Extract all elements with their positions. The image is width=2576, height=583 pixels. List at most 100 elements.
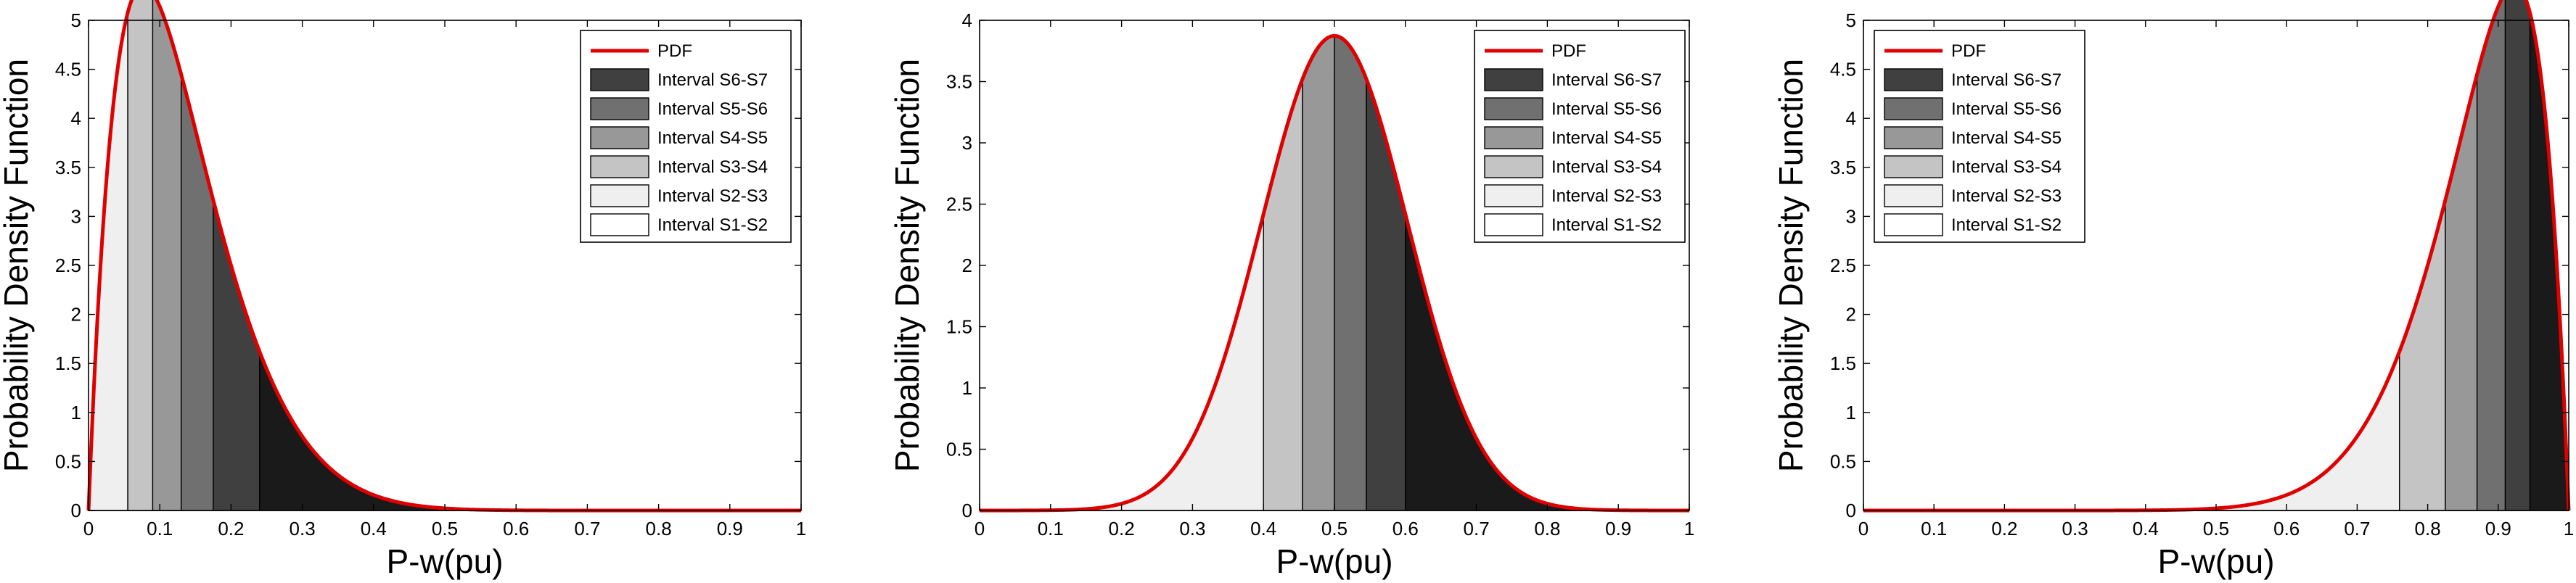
legend-swatch <box>1484 155 1543 178</box>
y-tick-label: 2.5 <box>1830 255 1856 276</box>
interval-area-interval-s5-s6 <box>2504 0 2531 511</box>
interval-area-interval-s6-s7 <box>1405 214 1690 511</box>
x-tick-label: 0.9 <box>1605 518 1631 539</box>
legend-swatch <box>1884 213 1943 236</box>
y-tick-label: 1.5 <box>55 352 81 374</box>
legend-label: Interval S4-S5 <box>1951 128 2062 148</box>
x-axis-title: P-w(pu) <box>1276 542 1392 580</box>
interval-area-interval-s2-s3 <box>127 0 154 511</box>
x-tick-label: 0.3 <box>1179 518 1205 539</box>
y-tick-label: 4.5 <box>1830 59 1856 80</box>
legend-label: Interval S1-S2 <box>1551 215 1662 235</box>
x-tick-label: 0.4 <box>2133 518 2159 539</box>
x-tick-label: 0.1 <box>1921 518 1947 539</box>
interval-area-interval-s1-s2 <box>979 214 1264 511</box>
y-tick-label: 3.5 <box>1830 157 1856 178</box>
y-tick-label: 3.5 <box>946 71 972 93</box>
legend-label: Interval S5-S6 <box>657 99 768 119</box>
x-tick-label: 0.1 <box>1038 518 1064 539</box>
y-tick-label: 1.5 <box>946 316 972 338</box>
y-tick-label: 0.5 <box>946 439 972 460</box>
interval-area-interval-s6-s7 <box>258 351 801 511</box>
x-tick-label: 0.1 <box>147 518 173 539</box>
x-tick-label: 0.8 <box>1534 518 1560 539</box>
interval-area-interval-s1-s2 <box>1863 351 2400 511</box>
legend-label: Interval S2-S3 <box>1951 186 2062 206</box>
x-tick-label: 0.6 <box>1392 518 1419 539</box>
legend-label: PDF <box>1551 41 1586 61</box>
legend-swatch <box>1884 155 1943 178</box>
x-tick-label: 0.7 <box>2344 518 2370 539</box>
y-tick-label: 0 <box>962 500 972 521</box>
x-tick-label: 0.7 <box>574 518 600 539</box>
x-tick-label: 0.6 <box>503 518 529 539</box>
legend-label: Interval S6-S7 <box>1951 70 2062 90</box>
x-tick-label: 1 <box>1684 518 1694 539</box>
legend-swatch <box>1884 68 1943 91</box>
y-tick-label: 5 <box>71 9 81 31</box>
legend-label: Interval S5-S6 <box>1951 99 2062 119</box>
x-tick-label: 0.6 <box>2273 518 2300 539</box>
interval-area-interval-s3-s4 <box>152 0 182 511</box>
legend-label: Interval S2-S3 <box>657 186 768 206</box>
legend-swatch <box>1884 184 1943 207</box>
x-tick-label: 1 <box>2564 518 2574 539</box>
x-tick-label: 0.4 <box>1250 518 1276 539</box>
y-tick-label: 4 <box>1846 107 1856 129</box>
legend-swatch <box>590 68 649 91</box>
legend-label: Interval S6-S7 <box>1551 70 1662 90</box>
legend: PDF Interval S6-S7 Interval S5-S6 Interval … <box>1474 30 1686 243</box>
y-tick-label: 0.5 <box>1830 450 1856 472</box>
x-tick-label: 0.9 <box>2485 518 2511 539</box>
legend: PDF Interval S6-S7 Interval S5-S6 Interval … <box>580 30 792 243</box>
y-tick-label: 0.5 <box>55 450 81 472</box>
y-tick-label: 1 <box>962 377 972 399</box>
x-axis-title: P-w(pu) <box>386 542 503 580</box>
y-tick-label: 4 <box>962 9 972 31</box>
x-tick-label: 0.2 <box>1991 518 2017 539</box>
interval-area-interval-s3-s4 <box>1302 35 1335 511</box>
y-tick-label: 0 <box>71 500 81 521</box>
y-tick-label: 1 <box>71 402 81 423</box>
legend-label: Interval S5-S6 <box>1551 99 1662 119</box>
chart-panel-right: 0 0.1 0.2 0.3 0.4 0.5 0.6 0.7 0.8 0.9 1 0 0.5 1 1.5 2 2.… <box>1772 0 2574 580</box>
y-tick-label: 2 <box>71 304 81 326</box>
x-tick-label: 0 <box>83 518 94 539</box>
x-tick-label: 0.2 <box>218 518 244 539</box>
legend-label: PDF <box>1951 41 1986 61</box>
x-tick-label: 0 <box>1858 518 1869 539</box>
x-tick-label: 0.3 <box>290 518 316 539</box>
interval-area-interval-s1-s2 <box>88 12 128 511</box>
y-tick-label: 4.5 <box>55 59 81 80</box>
legend-label: Interval S1-S2 <box>1951 215 2062 235</box>
y-tick-label: 3 <box>71 205 81 227</box>
y-tick-label: 2.5 <box>946 194 972 215</box>
x-tick-label: 0.9 <box>717 518 743 539</box>
legend-swatch <box>1484 68 1543 91</box>
legend-label: Interval S2-S3 <box>1551 186 1662 206</box>
legend-swatch <box>1884 97 1943 120</box>
legend-swatch <box>590 126 649 149</box>
y-tick-label: 2 <box>1846 304 1856 326</box>
chart-panel-middle: 0 0.1 0.2 0.3 0.4 0.5 0.6 0.7 0.8 0.9 1 0 0.5 1 1.5 2 2.… <box>888 9 1694 580</box>
x-tick-label: 0.5 <box>1321 518 1348 539</box>
legend-swatch <box>590 97 649 120</box>
y-tick-label: 2 <box>962 255 972 276</box>
legend-swatch <box>590 213 649 236</box>
legend-label: Interval S4-S5 <box>657 128 768 148</box>
y-tick-label: 3.5 <box>55 157 81 178</box>
legend: PDF Interval S6-S7 Interval S5-S6 Interval … <box>1874 30 2085 243</box>
legend-label: PDF <box>657 41 692 61</box>
y-axis-title: Probability Density Function <box>888 59 926 472</box>
chart-panel-left: 0 0.1 0.2 0.3 0.4 0.5 0.6 0.7 0.8 0.9 1 0 0.5 1 1.5 2 2.… <box>0 0 806 580</box>
x-tick-label: 0.4 <box>361 518 387 539</box>
legend-swatch <box>1484 126 1543 149</box>
y-tick-label: 1.5 <box>1830 352 1856 374</box>
y-axis-title: Probability Density Function <box>0 59 35 472</box>
legend-swatch <box>590 184 649 207</box>
legend-label: Interval S3-S4 <box>1551 157 1662 177</box>
legend-swatch <box>1484 213 1543 236</box>
legend-label: Interval S3-S4 <box>1951 157 2062 177</box>
y-tick-label: 0 <box>1846 500 1856 521</box>
